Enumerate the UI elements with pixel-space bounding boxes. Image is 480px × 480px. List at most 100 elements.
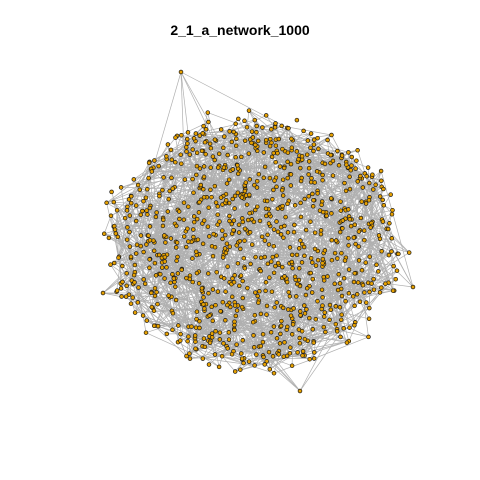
network-node bbox=[347, 325, 352, 330]
network-node bbox=[210, 318, 215, 324]
network-node bbox=[237, 283, 242, 289]
network-edge bbox=[275, 161, 326, 165]
network-edge bbox=[189, 338, 205, 354]
network-node bbox=[280, 264, 285, 270]
network-node bbox=[111, 260, 117, 266]
network-edge bbox=[275, 145, 288, 163]
network-node bbox=[288, 313, 294, 318]
network-edge bbox=[113, 202, 134, 285]
network-node bbox=[281, 235, 286, 240]
network-node bbox=[274, 184, 279, 190]
network-node bbox=[373, 182, 378, 188]
network-node bbox=[114, 288, 120, 293]
network-node bbox=[329, 211, 334, 216]
network-node bbox=[285, 175, 290, 181]
network-edge bbox=[209, 315, 235, 331]
network-node bbox=[246, 108, 252, 113]
network-edge bbox=[340, 223, 369, 233]
network-node bbox=[353, 241, 358, 247]
network-node bbox=[258, 311, 264, 317]
network-node bbox=[174, 223, 179, 229]
network-node bbox=[144, 208, 149, 213]
network-edge bbox=[195, 141, 204, 190]
network-node bbox=[191, 234, 196, 240]
network-node bbox=[118, 286, 124, 291]
network-node bbox=[122, 215, 128, 221]
network-edge bbox=[222, 169, 234, 205]
network-edge bbox=[118, 239, 128, 257]
network-node bbox=[142, 281, 148, 287]
network-node bbox=[151, 308, 157, 314]
network-node bbox=[308, 270, 314, 276]
network-node bbox=[391, 263, 396, 269]
network-node bbox=[190, 147, 195, 152]
network-node bbox=[207, 141, 213, 147]
network-node bbox=[322, 310, 327, 315]
network-node bbox=[282, 340, 287, 345]
network-node bbox=[137, 187, 143, 193]
network-node bbox=[330, 158, 336, 164]
network-node bbox=[163, 240, 168, 245]
network-node bbox=[271, 243, 277, 249]
network-edge bbox=[362, 187, 371, 228]
network-node bbox=[251, 345, 257, 350]
network-node bbox=[266, 211, 272, 217]
network-edge bbox=[147, 159, 173, 242]
network-node bbox=[178, 69, 184, 75]
network-edge bbox=[314, 336, 369, 359]
network-edge bbox=[211, 196, 250, 214]
network-node bbox=[194, 309, 200, 314]
network-edge bbox=[272, 256, 341, 284]
network-node bbox=[231, 279, 237, 285]
network-edge bbox=[162, 159, 168, 226]
network-edge bbox=[106, 168, 152, 204]
network-node bbox=[274, 336, 280, 341]
network-node bbox=[288, 345, 293, 350]
network-node bbox=[313, 316, 319, 322]
network-edge bbox=[158, 254, 174, 314]
network-node bbox=[178, 152, 183, 157]
network-edge bbox=[281, 125, 323, 176]
network-node bbox=[182, 177, 188, 182]
network-node bbox=[193, 249, 199, 254]
network-node bbox=[202, 344, 208, 350]
network-edge bbox=[131, 280, 159, 327]
network-node bbox=[236, 230, 242, 235]
network-node bbox=[290, 322, 296, 327]
network-node bbox=[177, 216, 182, 222]
network-node bbox=[318, 228, 324, 233]
network-node bbox=[273, 121, 278, 126]
network-node bbox=[309, 176, 314, 181]
network-node bbox=[227, 129, 232, 134]
network-node bbox=[212, 137, 218, 142]
network-node bbox=[235, 261, 241, 266]
network-edge bbox=[244, 186, 274, 191]
network-edge bbox=[154, 310, 173, 326]
network-node bbox=[339, 250, 344, 256]
network-node bbox=[289, 252, 295, 258]
network-edge bbox=[341, 155, 382, 188]
network-node bbox=[232, 273, 237, 278]
network-node bbox=[191, 136, 197, 141]
network-node bbox=[335, 287, 341, 293]
network-node bbox=[232, 303, 238, 308]
network-node bbox=[371, 287, 377, 292]
network-node bbox=[127, 213, 133, 218]
network-node bbox=[194, 216, 200, 222]
network-node bbox=[215, 289, 221, 294]
network-node bbox=[273, 143, 279, 148]
network-node bbox=[355, 280, 361, 285]
network-node bbox=[364, 174, 369, 179]
network-node bbox=[406, 250, 412, 255]
network-node bbox=[340, 226, 345, 231]
network-node bbox=[156, 252, 162, 258]
network-node bbox=[298, 214, 304, 220]
network-node bbox=[271, 270, 277, 276]
network-node bbox=[167, 188, 172, 194]
network-node bbox=[289, 136, 294, 142]
network-edge bbox=[228, 168, 239, 180]
network-node bbox=[320, 177, 325, 183]
network-node bbox=[152, 285, 158, 291]
network-node bbox=[387, 221, 392, 226]
network-node bbox=[309, 290, 315, 295]
